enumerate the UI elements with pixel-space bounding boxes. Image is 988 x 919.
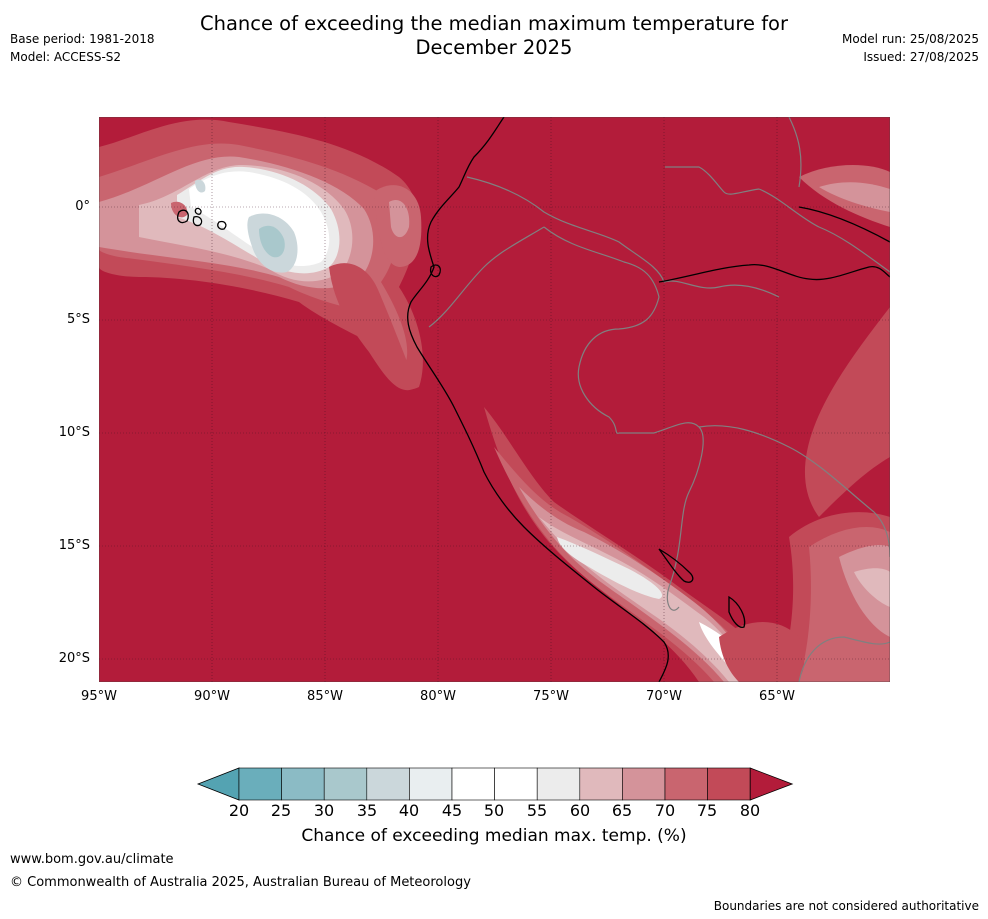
colorbar-tick: 30 xyxy=(313,801,335,820)
title-line-1: Chance of exceeding the median maximum t… xyxy=(199,12,789,35)
colorbar-tick: 55 xyxy=(526,801,548,820)
lat-label-5s: 5°S xyxy=(66,312,90,327)
colorbar-tick: 35 xyxy=(356,801,378,820)
forecast-map xyxy=(99,117,890,682)
issued-date: Issued: 27/08/2025 xyxy=(863,50,979,64)
lat-label-0: 0° xyxy=(75,199,90,214)
colorbar-bin xyxy=(536,767,581,801)
lat-label-15s: 15°S xyxy=(58,538,90,553)
country-borders xyxy=(428,117,890,682)
colorbar-bin xyxy=(664,767,708,801)
colorbar-bin xyxy=(707,767,751,801)
colorbar-label: Chance of exceeding median max. temp. (%… xyxy=(301,826,687,846)
colorbar-tick: 40 xyxy=(398,801,420,820)
colorbar-tick: 80 xyxy=(739,801,761,820)
colorbar-bin xyxy=(323,767,368,801)
colorbar-bin xyxy=(622,767,666,801)
graticule xyxy=(99,117,890,682)
lon-label-70w: 70°W xyxy=(646,689,682,704)
footer-copyright: © Commonwealth of Australia 2025, Austra… xyxy=(10,875,471,890)
model-run: Model run: 25/08/2025 xyxy=(841,32,979,46)
colorbar-tick: 70 xyxy=(654,801,676,820)
colorbar-low-extend xyxy=(196,767,240,801)
lat-label-10s: 10°S xyxy=(58,425,90,440)
lon-label-65w: 65°W xyxy=(759,689,795,704)
lon-label-85w: 85°W xyxy=(307,689,343,704)
lat-label-20s: 20°S xyxy=(58,651,90,666)
metadata-right: Model run: 25/08/2025 Issued: 27/08/2025 xyxy=(842,30,979,66)
colorbar-tick: 65 xyxy=(611,801,633,820)
lon-label-75w: 75°W xyxy=(533,689,569,704)
ecuador-offshore-region xyxy=(329,185,422,391)
colorbar-tick: 50 xyxy=(483,801,505,820)
colorbar-tick: 25 xyxy=(270,801,292,820)
footer-url[interactable]: www.bom.gov.au/climate xyxy=(10,852,174,867)
footer-disclaimer: Boundaries are not considered authoritat… xyxy=(713,899,979,913)
colorbar-bin xyxy=(238,767,282,801)
colorbar-bin xyxy=(579,767,623,801)
colorbar-tick: 60 xyxy=(569,801,591,820)
peru-coastal-region xyxy=(484,407,779,682)
base-period: Base period: 1981-2018 xyxy=(10,32,155,46)
colorbar-tick: 75 xyxy=(696,801,718,820)
title-line-2: December 2025 xyxy=(415,36,573,59)
colorbar-bin xyxy=(366,767,410,801)
colorbar-bin xyxy=(451,767,495,801)
model-name: Model: ACCESS-S2 xyxy=(10,50,122,64)
lon-label-90w: 90°W xyxy=(194,689,230,704)
colorbar-bin xyxy=(281,767,325,801)
colorbar-bin xyxy=(409,767,453,801)
colorbar xyxy=(196,767,794,801)
colorbar-high-extend xyxy=(749,767,794,801)
colorbar-tick: 45 xyxy=(441,801,463,820)
colorbar-tick: 20 xyxy=(228,801,250,820)
colorbar-bin xyxy=(494,767,538,801)
pacific-anomaly-region xyxy=(99,119,423,390)
lon-label-95w: 95°W xyxy=(81,689,117,704)
metadata-left: Base period: 1981-2018 Model: ACCESS-S2 xyxy=(10,30,155,66)
coastlines xyxy=(177,117,890,682)
lon-label-80w: 80°W xyxy=(420,689,456,704)
map-title: Chance of exceeding the median maximum t… xyxy=(0,12,988,60)
